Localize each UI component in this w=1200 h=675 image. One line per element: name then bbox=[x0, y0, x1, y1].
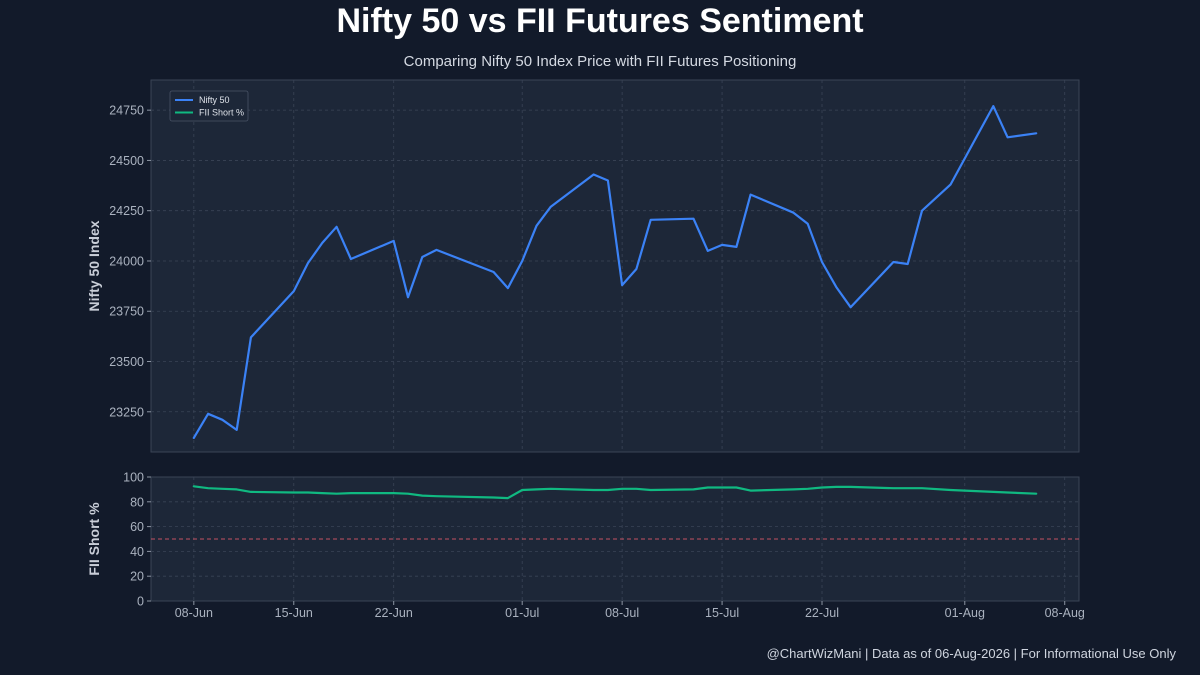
series-line-fii-short- bbox=[192, 485, 1038, 500]
x-tick-label: 01-Aug bbox=[945, 606, 985, 620]
x-tick-label: 08-Aug bbox=[1045, 606, 1085, 620]
y-tick-label: 23250 bbox=[109, 405, 144, 419]
y-tick-label: 23750 bbox=[109, 305, 144, 319]
y-axis-label: Nifty 50 Index bbox=[86, 220, 102, 311]
footer-note: @ChartWizMani | Data as of 06-Aug-2026 |… bbox=[766, 646, 1176, 661]
legend-label: FII Short % bbox=[199, 108, 244, 118]
y-tick-label: 24500 bbox=[109, 154, 144, 168]
y-tick-label: 100 bbox=[123, 471, 144, 485]
y-tick-label: 0 bbox=[137, 595, 144, 609]
y-tick-label: 20 bbox=[130, 570, 144, 584]
y-axis-label: FII Short % bbox=[86, 502, 102, 576]
legend: Nifty 50 FII Short % bbox=[169, 90, 249, 122]
y-tick-label: 40 bbox=[130, 545, 144, 559]
nifty-panel: 23250 23500 23750 24000 24250 24500 24750 Nifty… bbox=[86, 79, 1080, 453]
plot-area bbox=[150, 79, 1080, 453]
x-tick-label: 22-Jun bbox=[375, 606, 413, 620]
y-tick-label: 23500 bbox=[109, 355, 144, 369]
y-tick-label: 60 bbox=[130, 520, 144, 534]
x-tick-label: 15-Jun bbox=[275, 606, 313, 620]
chart-title: Nifty 50 vs FII Futures Sentiment bbox=[336, 2, 864, 40]
y-tick-label: 24250 bbox=[109, 204, 144, 218]
legend-label: Nifty 50 bbox=[199, 95, 230, 105]
y-tick-label: 24750 bbox=[109, 104, 144, 118]
x-tick-label: 15-Jul bbox=[705, 606, 739, 620]
y-tick-label: 24000 bbox=[109, 254, 144, 268]
chart-subtitle: Comparing Nifty 50 Index Price with FII … bbox=[403, 53, 797, 70]
x-axis: 08-Jun 15-Jun 22-Jun 01-Jul 08-Jul 15-Jul 22-J… bbox=[175, 601, 1085, 620]
x-tick-label: 08-Jul bbox=[605, 606, 639, 620]
x-tick-label: 22-Jul bbox=[805, 606, 839, 620]
fii-short-panel: 0 20 40 60 80 100 FII Short % bbox=[86, 471, 1080, 609]
x-tick-label: 01-Jul bbox=[505, 606, 539, 620]
series-line-nifty-50 bbox=[192, 104, 1038, 439]
x-tick-label: 08-Jun bbox=[175, 606, 213, 620]
y-tick-label: 80 bbox=[130, 495, 144, 509]
